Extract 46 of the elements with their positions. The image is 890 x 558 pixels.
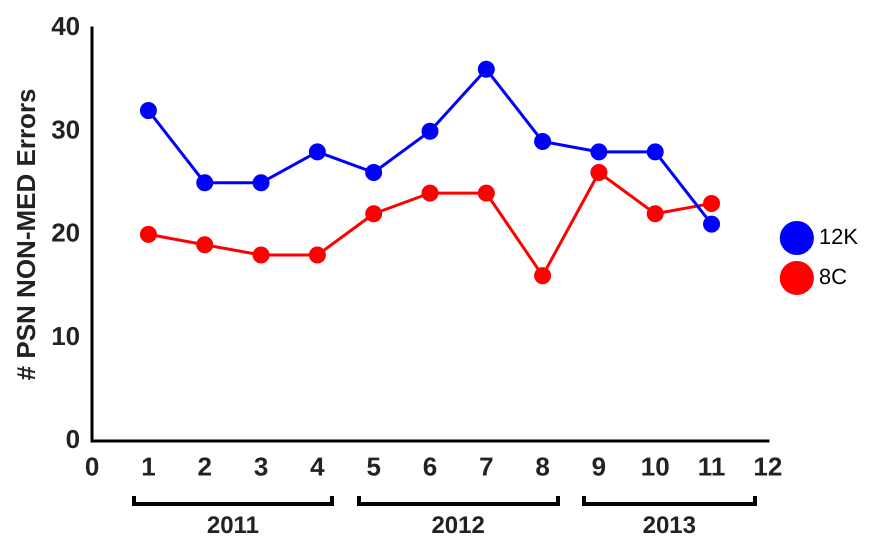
x-tick-label: 10 [640, 452, 670, 482]
point [646, 143, 664, 160]
x-tick-label: 11 [698, 452, 726, 482]
x-tick-label: 4 [310, 452, 326, 482]
x-tick-label: 9 [592, 452, 606, 482]
point [196, 174, 214, 192]
x-tick-label: 1 [141, 452, 156, 482]
point [590, 164, 608, 181]
y-tick-label: 10 [51, 320, 80, 351]
y-tick-label: 30 [51, 114, 80, 144]
point [478, 60, 495, 78]
legend-label: 8C [818, 264, 848, 290]
point [140, 226, 157, 243]
point [703, 194, 720, 212]
x-tick-label: 2 [198, 452, 212, 482]
legend-label: 12K [818, 224, 858, 250]
x-tick-label: 12 [753, 452, 782, 482]
point [534, 267, 552, 284]
point [421, 184, 438, 202]
x-tick-label: 0 [84, 452, 100, 482]
point [252, 246, 270, 264]
point [252, 174, 270, 192]
point [365, 205, 382, 222]
point [703, 216, 720, 233]
text: 2012 [430, 512, 486, 540]
point [140, 102, 157, 120]
text: 2011 [206, 512, 260, 540]
point [308, 143, 326, 160]
point [421, 122, 438, 140]
x-tick-label: 3 [254, 452, 268, 482]
point [478, 184, 495, 202]
point [646, 205, 664, 222]
x-tick-label: 8 [535, 452, 550, 482]
x-tick-label: 5 [366, 452, 381, 482]
point [308, 246, 326, 264]
y-tick-label: 0 [66, 424, 80, 454]
x-tick-label: 7 [479, 452, 494, 482]
point [365, 164, 382, 181]
point [196, 236, 214, 254]
y-tick-label: 40 [51, 11, 80, 42]
y-axis-title: # PSN NON-MED Errors [10, 88, 41, 380]
point [590, 143, 608, 160]
point [534, 133, 552, 150]
y-tick-label: 20 [51, 218, 80, 248]
text: 2013 [642, 512, 697, 540]
x-tick-label: 6 [422, 452, 438, 482]
